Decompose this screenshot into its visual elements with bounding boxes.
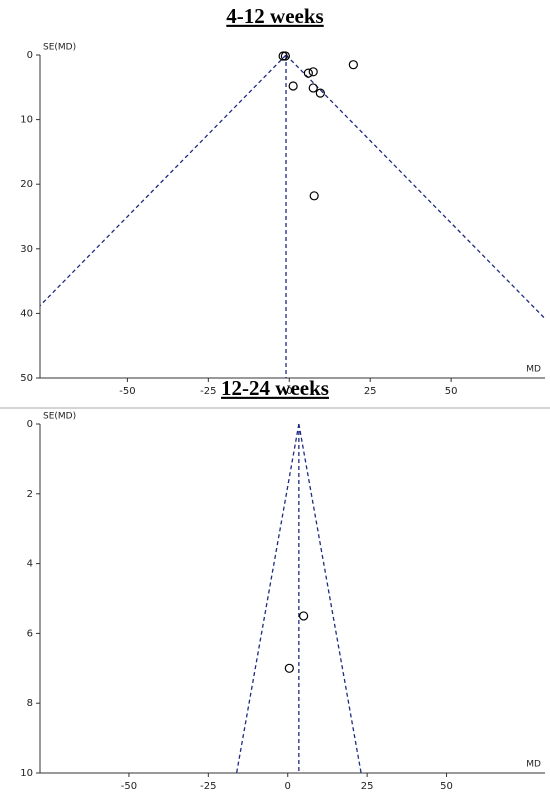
y-tick-label: 10 [20, 768, 33, 779]
y-tick-label: 50 [20, 373, 33, 384]
study-point [308, 83, 318, 93]
y-tick-label: 0 [27, 419, 33, 430]
x-tick-label: -25 [200, 781, 216, 792]
y-tick-label: 2 [27, 489, 33, 500]
x-axis-label: MD [526, 365, 541, 375]
x-tick-label: 50 [440, 781, 453, 792]
y-axis-label: SE(MD) [43, 43, 76, 53]
x-tick-label: -25 [200, 386, 216, 397]
chart-title: 12-24 weeks [221, 376, 329, 400]
y-tick-label: 20 [20, 179, 33, 190]
x-axis-label: MD [526, 760, 541, 770]
y-tick-label: 10 [20, 115, 33, 126]
x-tick-label: 0 [286, 386, 292, 397]
y-axis-label: SE(MD) [43, 412, 76, 422]
study-point [309, 191, 319, 201]
x-tick-label: 0 [285, 781, 291, 792]
study-point [299, 611, 309, 621]
study-point [284, 663, 294, 673]
y-tick-label: 30 [20, 244, 33, 255]
x-tick-label: 25 [361, 781, 374, 792]
x-tick-label: -50 [119, 386, 135, 397]
funnel-line [40, 54, 287, 307]
x-tick-label: 50 [445, 386, 458, 397]
x-tick-label: -50 [121, 781, 137, 792]
study-point [348, 60, 358, 70]
x-tick-label: 25 [364, 386, 377, 397]
y-tick-label: 4 [27, 559, 33, 570]
study-point [303, 68, 313, 78]
study-point [288, 81, 298, 91]
study-point [280, 51, 290, 61]
study-point [308, 67, 318, 77]
funnel-line [298, 423, 362, 773]
funnel-line [285, 54, 545, 320]
y-tick-label: 8 [27, 698, 33, 709]
funnel-line [235, 423, 300, 773]
y-tick-label: 40 [20, 308, 33, 319]
study-point [315, 88, 325, 98]
y-tick-label: 6 [27, 628, 33, 639]
chart-title: 4-12 weeks [226, 4, 323, 28]
y-tick-label: 0 [27, 50, 33, 61]
